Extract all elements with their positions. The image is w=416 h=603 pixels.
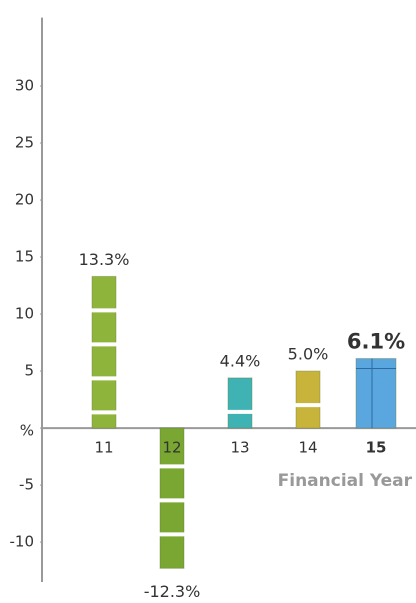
y-tick-label: -10: [10, 533, 35, 551]
x-tick-label: 13: [230, 439, 249, 457]
value-label: -12.3%: [144, 582, 201, 601]
x-tick-label: 14: [298, 439, 317, 457]
x-tick-label: 11: [94, 439, 113, 457]
value-label: 4.4%: [220, 351, 261, 370]
y-tick-label: 10: [15, 305, 34, 323]
y-tick-label: 25: [15, 134, 34, 152]
x-tick-label: 12: [162, 439, 181, 457]
y-tick-label: 20: [15, 191, 34, 209]
y-tick-label: 15: [15, 248, 34, 266]
value-label: 13.3%: [79, 250, 130, 269]
value-label: 5.0%: [288, 345, 329, 364]
y-tick-label: 5: [24, 362, 34, 380]
bar: [159, 427, 185, 569]
x-tick-label: 15: [366, 439, 387, 457]
bar: [355, 358, 397, 429]
value-label: 6.1%: [347, 330, 405, 354]
bar: [227, 377, 253, 429]
y-tick-label: 30: [15, 77, 34, 95]
y-tick-label: -5: [19, 476, 34, 494]
bar: [295, 370, 321, 429]
bar: [91, 275, 117, 429]
y-tick-label: %: [20, 422, 34, 440]
x-axis-label: Financial Year: [278, 471, 413, 491]
